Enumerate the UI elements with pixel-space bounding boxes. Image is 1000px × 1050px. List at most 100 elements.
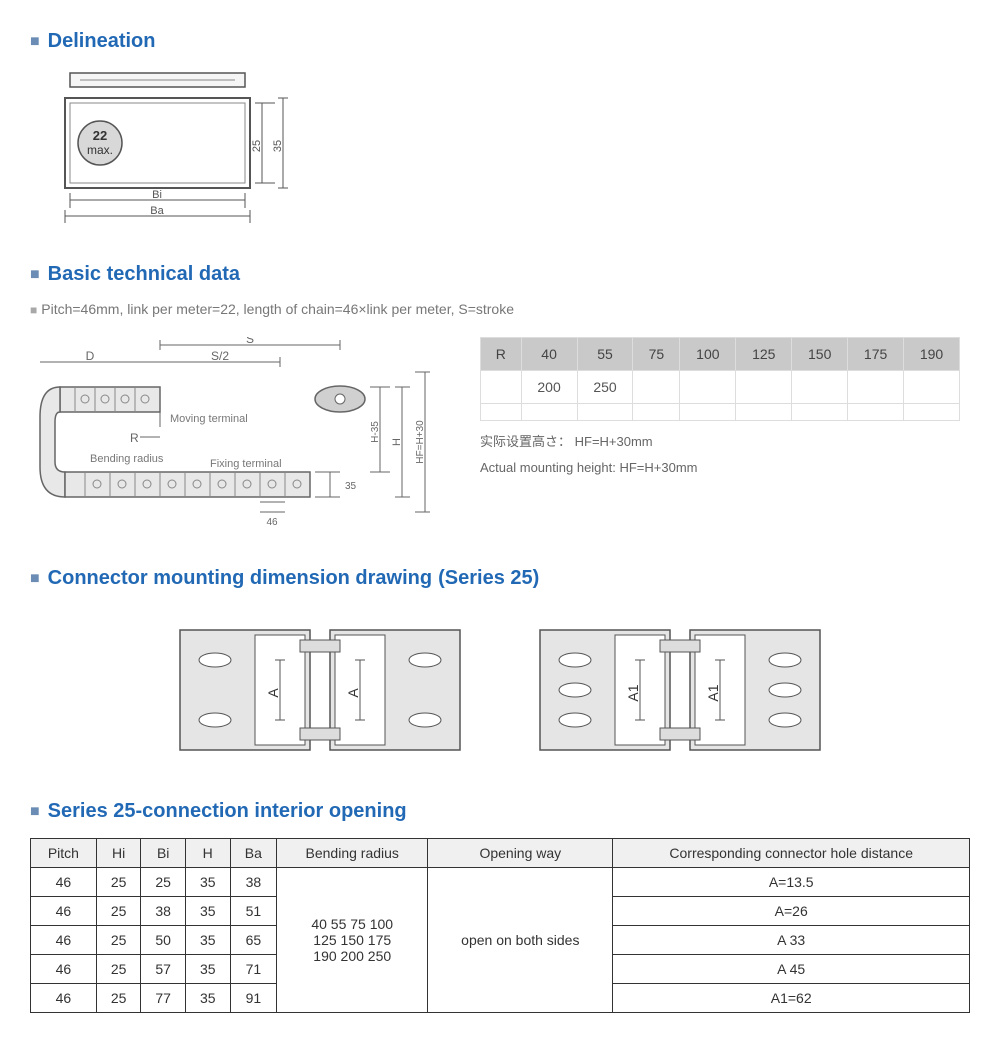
section-title: Series 25-connection interior opening — [48, 800, 407, 823]
svg-text:H-35: H-35 — [370, 421, 381, 443]
opening-way-cell: open on both sides — [428, 868, 613, 1013]
table-cell: 35 — [185, 926, 230, 955]
bending-radius-cell: 40 55 75 100 125 150 175 190 200 250 — [277, 868, 428, 1013]
r-header: 75 — [633, 338, 680, 371]
table-cell: 25 — [96, 955, 141, 984]
r-cell: 250 — [577, 371, 633, 404]
svg-text:A: A — [345, 688, 361, 698]
table-cell: 35 — [185, 955, 230, 984]
table-cell: 51 — [230, 897, 277, 926]
chain-drawing: S D S/2 Moving terminal R Bending radius… — [30, 337, 450, 537]
table-cell: 46 — [31, 984, 97, 1013]
series-label: (Series 25) — [438, 567, 539, 590]
note-en: Actual mounting height: HF=H+30mm — [480, 460, 960, 475]
hole-distance-cell: A 33 — [613, 926, 970, 955]
table-cell: 46 — [31, 926, 97, 955]
hole-distance-cell: A 45 — [613, 955, 970, 984]
main-table: Pitch Hi Bi H Ba Bending radius Opening … — [30, 838, 970, 1013]
svg-text:Moving terminal: Moving terminal — [170, 413, 248, 425]
svg-text:Fixing terminal: Fixing terminal — [210, 458, 282, 470]
table-cell: 25 — [141, 868, 186, 897]
r-header: 55 — [577, 338, 633, 371]
r-header: 190 — [904, 338, 960, 371]
pitch-note: Pitch=46mm, link per meter=22, length of… — [30, 301, 970, 317]
r-cell — [848, 371, 904, 404]
svg-text:S/2: S/2 — [211, 349, 229, 363]
hole-distance-cell: A=26 — [613, 897, 970, 926]
col-header: Opening way — [428, 839, 613, 868]
col-header: Ba — [230, 839, 277, 868]
section-title: Delineation — [48, 30, 156, 53]
section-delineation: Delineation — [30, 30, 970, 53]
r-cell — [904, 371, 960, 404]
connector-drawing-a: A A — [170, 620, 470, 760]
col-header: Hi — [96, 839, 141, 868]
table-cell: 46 — [31, 955, 97, 984]
r-cell — [736, 371, 792, 404]
col-header: Bending radius — [277, 839, 428, 868]
r-header: 175 — [848, 338, 904, 371]
table-cell: 35 — [185, 868, 230, 897]
svg-text:46: 46 — [266, 517, 278, 528]
connector-drawing-a1: A1 A1 — [530, 620, 830, 760]
r-header: R — [481, 338, 522, 371]
r-cell — [792, 371, 848, 404]
col-header: Corresponding connector hole distance — [613, 839, 970, 868]
section-title: Basic technical data — [48, 263, 240, 286]
table-cell: 25 — [96, 868, 141, 897]
delineation-drawing: 22 max. 25 35 Bi Ba — [30, 68, 310, 228]
svg-text:Ba: Ba — [150, 205, 164, 217]
table-cell: 25 — [96, 926, 141, 955]
svg-text:35: 35 — [272, 140, 284, 152]
svg-text:D: D — [86, 349, 95, 363]
svg-text:A: A — [265, 688, 281, 698]
col-header: Pitch — [31, 839, 97, 868]
table-cell: 25 — [96, 984, 141, 1013]
section-basic-tech: Basic technical data — [30, 263, 970, 286]
section-title: Connector mounting dimension drawing — [48, 567, 432, 590]
svg-text:max.: max. — [87, 143, 113, 157]
hole-distance-cell: A=13.5 — [613, 868, 970, 897]
svg-text:S: S — [246, 337, 254, 346]
connector-row: A A A1 A1 — [30, 620, 970, 760]
svg-text:R: R — [130, 431, 139, 445]
r-cell — [481, 371, 522, 404]
section-connector: Connector mounting dimension drawing (Se… — [30, 567, 970, 590]
table-cell: 38 — [230, 868, 277, 897]
r-table: R 40 55 75 100 125 150 175 190 200 250 — [480, 337, 960, 421]
table-cell: 71 — [230, 955, 277, 984]
tech-row: S D S/2 Moving terminal R Bending radius… — [30, 337, 970, 537]
svg-text:HF=H+30: HF=H+30 — [415, 420, 426, 464]
r-header: 100 — [680, 338, 736, 371]
svg-text:Bi: Bi — [152, 189, 162, 201]
svg-text:A1: A1 — [705, 684, 721, 701]
svg-text:H: H — [391, 438, 403, 446]
table-cell: 65 — [230, 926, 277, 955]
table-cell: 46 — [31, 897, 97, 926]
svg-text:35: 35 — [345, 481, 357, 492]
table-cell: 50 — [141, 926, 186, 955]
table-cell: 77 — [141, 984, 186, 1013]
table-cell: 91 — [230, 984, 277, 1013]
table-cell: 35 — [185, 897, 230, 926]
table-cell: 35 — [185, 984, 230, 1013]
table-cell: 46 — [31, 868, 97, 897]
table-cell: 38 — [141, 897, 186, 926]
col-header: H — [185, 839, 230, 868]
col-header: Bi — [141, 839, 186, 868]
table-cell: 57 — [141, 955, 186, 984]
r-header: 40 — [521, 338, 577, 371]
section-series25: Series 25-connection interior opening — [30, 800, 970, 823]
r-table-container: R 40 55 75 100 125 150 175 190 200 250 — [480, 337, 960, 475]
r-cell — [680, 371, 736, 404]
table-cell: 25 — [96, 897, 141, 926]
r-header: 150 — [792, 338, 848, 371]
svg-text:A1: A1 — [625, 684, 641, 701]
hole-distance-cell: A1=62 — [613, 984, 970, 1013]
svg-text:22: 22 — [93, 128, 107, 143]
svg-text:Bending radius: Bending radius — [90, 453, 164, 465]
note-jp: 实际设置高さ： HF=H+30mm — [480, 431, 960, 450]
svg-text:25: 25 — [251, 140, 263, 152]
r-cell: 200 — [521, 371, 577, 404]
r-header: 125 — [736, 338, 792, 371]
